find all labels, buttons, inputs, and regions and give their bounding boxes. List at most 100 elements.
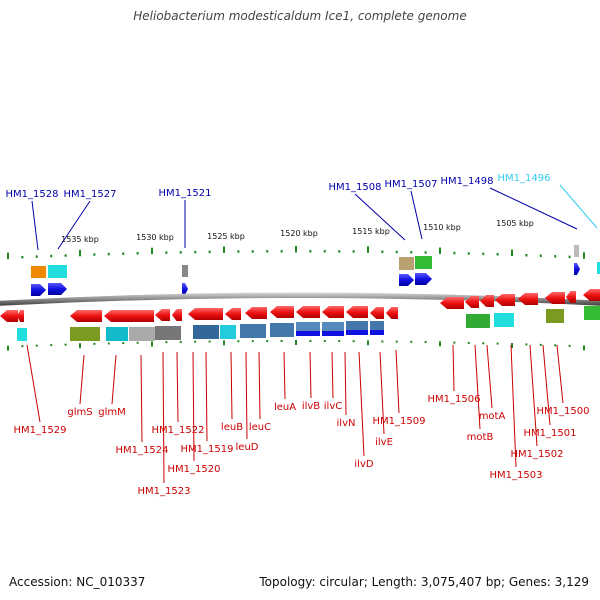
gene-label-lower[interactable]: motB: [467, 432, 494, 443]
scale-label: 1520 kbp: [280, 229, 318, 238]
gene-label-lower[interactable]: HM1_1529: [14, 425, 67, 436]
gene-label-lower[interactable]: HM1_1509: [373, 416, 426, 427]
reverse-gene-arrow[interactable]: [245, 307, 267, 319]
reverse-gene-arrow[interactable]: [386, 307, 398, 319]
reverse-gene-arrow[interactable]: [583, 289, 600, 301]
gene-label-upper[interactable]: HM1_1508: [329, 182, 382, 193]
reverse-gene-arrow[interactable]: [172, 309, 182, 321]
gene-feature-box: [584, 306, 600, 320]
gene-feature-box: [322, 331, 344, 336]
reverse-gene-arrow[interactable]: [465, 296, 479, 308]
gene-feature-box: [494, 313, 514, 327]
lower-label-connector: [486, 344, 493, 409]
scale-label: 1510 kbp: [423, 223, 461, 232]
reverse-gene-arrow[interactable]: [104, 310, 154, 322]
gene-label-lower[interactable]: HM1_1503: [490, 470, 543, 481]
reverse-gene-arrow[interactable]: [440, 297, 464, 309]
gene-label-upper[interactable]: HM1_1496: [498, 173, 551, 184]
forward-gene-arrow[interactable]: [399, 274, 414, 286]
forward-gene-arrow[interactable]: [182, 283, 188, 295]
reverse-gene-arrow[interactable]: [346, 306, 368, 318]
reverse-gene-arrow[interactable]: [545, 292, 565, 304]
gene-label-lower[interactable]: glmS: [67, 407, 92, 418]
scale-label: 1525 kbp: [207, 232, 245, 241]
scale-label: 1530 kbp: [136, 233, 174, 242]
gene-label-lower[interactable]: ilvN: [337, 418, 356, 429]
reverse-gene-arrow[interactable]: [225, 308, 241, 320]
gene-label-upper[interactable]: HM1_1528: [6, 189, 59, 200]
gene-label-lower[interactable]: ilvB: [302, 401, 320, 412]
gene-label-lower[interactable]: motA: [479, 411, 506, 422]
gene-label-upper[interactable]: HM1_1498: [441, 176, 494, 187]
genome-backbone: [0, 292, 600, 306]
gene-label-lower[interactable]: glmM: [98, 407, 126, 418]
gene-label-lower[interactable]: HM1_1500: [537, 406, 590, 417]
reverse-gene-arrow[interactable]: [0, 310, 18, 322]
gene-feature-box: [597, 262, 600, 274]
gene-label-lower[interactable]: leuB: [221, 422, 243, 433]
lower-label-connector: [140, 354, 143, 443]
gene-label-lower[interactable]: leuD: [236, 442, 259, 453]
gene-label-lower[interactable]: HM1_1506: [428, 394, 481, 405]
reverse-gene-arrow[interactable]: [155, 309, 170, 321]
lower-label-connector: [395, 349, 400, 414]
gene-feature-box: [346, 330, 368, 335]
reverse-gene-arrow[interactable]: [518, 293, 538, 305]
gene-label-lower[interactable]: HM1_1523: [138, 486, 191, 497]
gene-feature-box: [155, 326, 181, 340]
gene-label-lower[interactable]: HM1_1502: [511, 449, 564, 460]
reverse-gene-arrow[interactable]: [70, 310, 102, 322]
gene-label-lower[interactable]: HM1_1522: [152, 425, 205, 436]
lower-label-connector: [309, 351, 312, 399]
gene-label-lower[interactable]: ilvD: [354, 459, 373, 470]
gene-label-lower[interactable]: HM1_1519: [181, 444, 234, 455]
reverse-gene-arrow[interactable]: [188, 308, 223, 320]
forward-gene-arrow[interactable]: [415, 273, 432, 285]
reverse-gene-arrow[interactable]: [566, 291, 576, 303]
gene-feature-box: [193, 325, 219, 339]
reverse-gene-arrow[interactable]: [322, 306, 344, 318]
gene-feature-box: [546, 309, 564, 323]
gene-feature-box: [296, 331, 320, 336]
upper-label-connector: [57, 200, 91, 250]
gene-feature-box: [106, 327, 128, 341]
gene-label-lower[interactable]: HM1_1520: [168, 464, 221, 475]
reverse-gene-arrow[interactable]: [495, 294, 515, 306]
reverse-gene-arrow[interactable]: [296, 306, 320, 318]
lower-label-connector: [26, 344, 41, 423]
forward-strand-features: [31, 245, 600, 296]
gene-label-lower[interactable]: HM1_1501: [524, 428, 577, 439]
lower-label-connector: [176, 351, 179, 423]
gene-feature-box: [31, 266, 46, 278]
gene-feature-box: [399, 257, 414, 270]
forward-gene-arrow[interactable]: [48, 283, 67, 295]
lower-label-connector: [245, 351, 248, 440]
gene-feature-box: [182, 265, 188, 277]
lower-label-connector: [344, 351, 347, 416]
reverse-gene-arrow[interactable]: [480, 295, 494, 307]
forward-gene-arrow[interactable]: [574, 263, 580, 275]
gene-label-lower[interactable]: leuC: [249, 422, 271, 433]
scale-label: 1515 kbp: [352, 227, 390, 236]
lower-label-connector: [162, 351, 165, 484]
gene-label-upper[interactable]: HM1_1527: [64, 189, 117, 200]
lower-label-connector: [529, 344, 538, 447]
gene-label-lower[interactable]: ilvC: [324, 401, 342, 412]
reverse-gene-arrow[interactable]: [370, 307, 384, 319]
gene-label-lower[interactable]: HM1_1524: [116, 445, 169, 456]
lower-label-connectors: [26, 344, 564, 484]
gene-label-lower[interactable]: ilvE: [375, 437, 393, 448]
reverse-gene-arrow[interactable]: [270, 306, 294, 318]
reverse-gene-arrow[interactable]: [17, 310, 24, 322]
gene-label-upper[interactable]: HM1_1507: [385, 179, 438, 190]
forward-gene-arrow[interactable]: [31, 284, 46, 296]
gene-label-upper[interactable]: HM1_1521: [159, 188, 212, 199]
genome-title: Heliobacterium modesticaldum Ice1, compl…: [133, 9, 467, 23]
lower-label-connector: [474, 344, 481, 430]
gene-feature-box: [415, 256, 432, 269]
gene-label-lower[interactable]: leuA: [274, 402, 296, 413]
lower-label-connector: [452, 344, 455, 392]
lower-label-connector: [230, 351, 233, 420]
scale-label: 1535 kbp: [61, 235, 99, 244]
